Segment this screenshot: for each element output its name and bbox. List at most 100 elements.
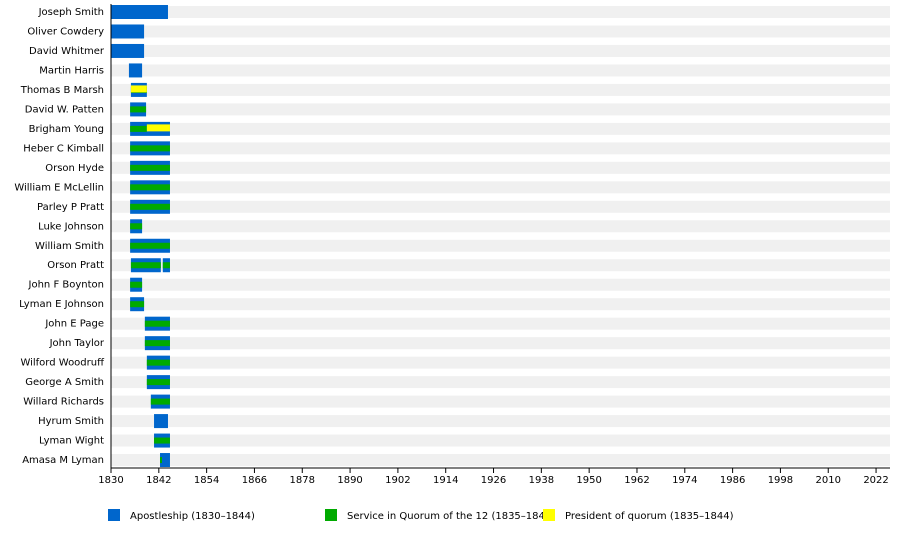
row-label: Lyman E Johnson	[19, 299, 104, 310]
bar-segment	[130, 184, 170, 191]
bar-segment	[111, 43, 145, 58]
row-label: John E Page	[44, 319, 104, 330]
row-stripe	[111, 44, 890, 57]
row-stripe	[111, 239, 890, 252]
x-tick-label: 2010	[816, 475, 841, 486]
row-label: Wilford Woodruff	[20, 358, 105, 369]
x-tick-label: 1974	[672, 475, 697, 486]
row-stripe	[111, 376, 890, 389]
legend-label: Service in Quorum of the 12 (1835–1844)	[347, 511, 555, 522]
bar-segment	[130, 242, 170, 249]
bar-segment	[130, 85, 147, 93]
x-tick-label: 1866	[242, 475, 267, 486]
x-tick-label: 1938	[529, 475, 554, 486]
row-label: Joseph Smith	[38, 7, 104, 18]
bar-segment	[130, 301, 145, 308]
row-label: Heber C Kimball	[23, 143, 104, 154]
row-label: Orson Hyde	[45, 163, 104, 174]
row-label: Orson Pratt	[47, 260, 104, 271]
row-label: David W. Patten	[25, 104, 104, 115]
x-tick-label: 1842	[146, 475, 171, 486]
bar-segment	[154, 437, 170, 444]
row-stripe	[111, 161, 890, 174]
bar-segment	[130, 203, 170, 210]
row-label: Luke Johnson	[38, 221, 104, 232]
x-tick-label: 1914	[433, 475, 458, 486]
row-stripe	[111, 395, 890, 408]
x-tick-label: 1998	[768, 475, 793, 486]
row-label: Lyman Wight	[39, 436, 104, 447]
bar-segment	[130, 125, 147, 132]
row-label: Brigham Young	[29, 124, 104, 135]
bar-segment	[162, 262, 170, 269]
row-label: John Taylor	[49, 338, 105, 349]
bar-segment	[154, 414, 168, 429]
x-tick-label: 1830	[98, 475, 123, 486]
row-stripe	[111, 278, 890, 291]
row-stripe	[111, 25, 890, 38]
bar-segment	[130, 164, 170, 171]
x-tick-label: 1926	[481, 475, 506, 486]
legend-swatch	[325, 509, 337, 521]
row-label: Martin Harris	[39, 65, 104, 76]
bar-segment	[146, 359, 170, 366]
legend-label: Apostleship (1830–1844)	[130, 511, 255, 522]
row-stripe	[111, 317, 890, 330]
bar-segment	[130, 223, 143, 230]
row-stripe	[111, 103, 890, 116]
bar-segment	[144, 340, 170, 347]
x-tick-label: 1854	[194, 475, 219, 486]
row-stripe	[111, 122, 890, 135]
legend-label: President of quorum (1835–1844)	[565, 511, 734, 522]
x-tick-label: 1902	[385, 475, 410, 486]
bar-segment	[144, 320, 170, 327]
x-tick-label: 2022	[863, 475, 888, 486]
row-label: David Whitmer	[29, 46, 105, 57]
bar-segment	[111, 5, 168, 19]
row-label: Amasa M Lyman	[22, 455, 104, 466]
x-tick-label: 1962	[624, 475, 649, 486]
row-stripe	[111, 64, 890, 77]
legend-swatch	[108, 509, 120, 521]
bar-segment	[130, 145, 170, 152]
row-label: Oliver Cowdery	[27, 26, 104, 37]
row-stripe	[111, 220, 890, 233]
bar-segment	[130, 281, 143, 288]
row-label: William Smith	[35, 241, 104, 252]
x-tick-label: 1890	[337, 475, 362, 486]
row-label: Willard Richards	[23, 397, 104, 408]
row-label: William E McLellin	[14, 182, 104, 193]
row-stripe	[111, 434, 890, 447]
row-stripe	[111, 142, 890, 155]
row-stripe	[111, 181, 890, 194]
bar-segment	[130, 262, 161, 269]
bar-segment	[146, 124, 170, 132]
x-tick-label: 1878	[290, 475, 315, 486]
bar-segment	[160, 457, 163, 464]
bar-segment	[150, 398, 170, 405]
row-label: George A Smith	[25, 377, 104, 388]
row-stripe	[111, 83, 890, 96]
row-stripe	[111, 454, 890, 467]
row-label: Thomas B Marsh	[20, 85, 104, 96]
row-stripe	[111, 337, 890, 350]
bar-segment	[111, 24, 145, 39]
bar-segment	[146, 379, 170, 386]
row-label: John F Boynton	[28, 280, 104, 291]
row-stripe	[111, 415, 890, 428]
row-stripe	[111, 6, 890, 18]
row-stripe	[111, 298, 890, 311]
bar-segment	[160, 453, 170, 468]
row-label: Hyrum Smith	[38, 416, 104, 427]
row-stripe	[111, 259, 890, 272]
row-stripe	[111, 200, 890, 213]
x-tick-label: 1986	[720, 475, 745, 486]
x-tick-label: 1950	[576, 475, 601, 486]
bar-segment	[130, 106, 147, 113]
legend-swatch	[543, 509, 555, 521]
bar-segment	[128, 63, 143, 78]
row-label: Parley P Pratt	[37, 202, 104, 213]
row-stripe	[111, 356, 890, 369]
